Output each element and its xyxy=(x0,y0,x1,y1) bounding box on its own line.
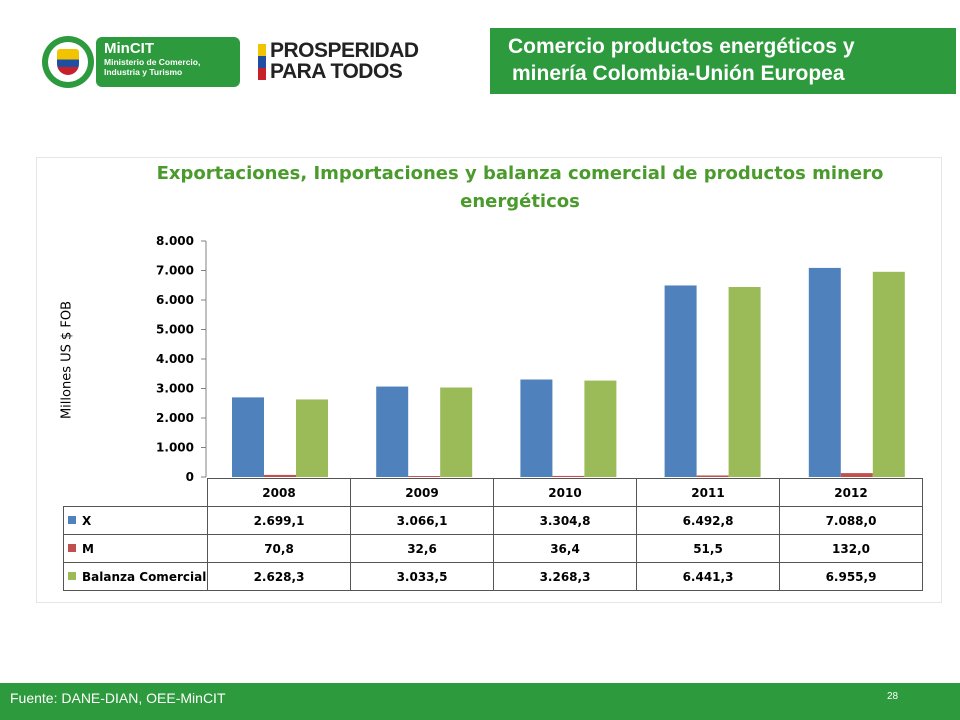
bar-m-2011 xyxy=(696,475,729,477)
table-header-2008: 2008 xyxy=(207,478,351,507)
bar-x-2012 xyxy=(808,267,841,477)
table-header-row: 2008 2009 2010 2011 2012 xyxy=(63,478,923,507)
legend-swatch-x xyxy=(68,515,76,524)
bar-x-2009 xyxy=(376,386,409,477)
bar-m-2008 xyxy=(264,474,296,477)
bar-x-2011 xyxy=(664,285,697,477)
bar-balanza-2008 xyxy=(296,399,328,477)
slide-title: Comercio productos energéticos y minería… xyxy=(490,28,956,94)
m-value-2009: 32,6 xyxy=(350,534,494,563)
bar-m-2009 xyxy=(408,476,441,477)
table-row-m: M 70,8 32,6 36,4 51,5 132,0 xyxy=(63,534,923,563)
balanza-value-2009: 3.033,5 xyxy=(350,562,494,591)
y-tick-label: 4.000 xyxy=(156,352,194,366)
bar-x-2010 xyxy=(520,379,553,477)
chart-title: Exportaciones, Importaciones y balanza c… xyxy=(120,160,920,216)
data-table: 2008 2009 2010 2011 2012 X 2.699,1 3.066… xyxy=(63,478,923,591)
mincit-logo: MinCIT Ministerio de Comercio, Industria… xyxy=(96,37,240,87)
page-number: 28 xyxy=(887,691,899,702)
x-value-2010: 3.304,8 xyxy=(493,506,637,535)
m-value-2011: 51,5 xyxy=(636,534,780,563)
bar-m-2010 xyxy=(552,475,585,477)
chart-title-line1: Exportaciones, Importaciones y balanza c… xyxy=(156,163,884,184)
colombia-seal-logo xyxy=(42,36,94,88)
x-value-2009: 3.066,1 xyxy=(350,506,494,535)
x-value-2011: 6.492,8 xyxy=(636,506,780,535)
y-tick-label: 1.000 xyxy=(156,441,194,455)
balanza-value-2010: 3.268,3 xyxy=(493,562,637,591)
y-tick-label: 0 xyxy=(186,470,194,484)
table-corner xyxy=(63,478,208,507)
mincit-title: MinCIT xyxy=(104,40,154,57)
y-tick-label: 5.000 xyxy=(156,323,194,337)
prosperidad-line2: PARA TODOS xyxy=(270,60,403,83)
mincit-subtitle-line2: Industria y Turismo xyxy=(104,67,183,77)
mincit-subtitle-line1: Ministerio de Comercio, xyxy=(104,57,201,67)
table-header-2012: 2012 xyxy=(779,478,923,507)
table-row-x: X 2.699,1 3.066,1 3.304,8 6.492,8 7.088,… xyxy=(63,506,923,535)
legend-label-x: X xyxy=(82,513,92,528)
y-tick-label: 2.000 xyxy=(156,411,194,425)
table-header-2010: 2010 xyxy=(493,478,637,507)
x-value-2008: 2.699,1 xyxy=(207,506,351,535)
bar-balanza-2012 xyxy=(872,271,905,477)
slide-title-line2: minería Colombia-Unión Europea xyxy=(512,62,845,85)
colombia-flag-bar xyxy=(258,44,266,80)
y-tick-label: 3.000 xyxy=(156,382,194,396)
balanza-value-2012: 6.955,9 xyxy=(779,562,923,591)
legend-m: M xyxy=(63,534,208,563)
bar-balanza-2011 xyxy=(728,286,761,477)
y-tick-label: 8.000 xyxy=(156,234,194,248)
legend-swatch-balanza xyxy=(68,571,76,580)
source-note: Fuente: DANE-DIAN, OEE-MinCIT xyxy=(10,690,226,706)
slide-title-line1: Comercio productos energéticos y xyxy=(508,35,855,58)
balanza-value-2008: 2.628,3 xyxy=(207,562,351,591)
m-value-2010: 36,4 xyxy=(493,534,637,563)
footer-bar xyxy=(0,683,960,720)
bar-balanza-2009 xyxy=(440,387,473,477)
bar-x-2008 xyxy=(232,397,264,477)
table-row-balanza: Balanza Comercial 2.628,3 3.033,5 3.268,… xyxy=(63,562,923,591)
legend-balanza: Balanza Comercial xyxy=(63,562,208,591)
bar-m-2012 xyxy=(840,473,873,477)
legend-label-m: M xyxy=(82,541,94,556)
prosperidad-line1: PROSPERIDAD xyxy=(270,39,419,62)
m-value-2008: 70,8 xyxy=(207,534,351,563)
legend-x: X xyxy=(63,506,208,535)
y-tick-label: 6.000 xyxy=(156,293,194,307)
balanza-value-2011: 6.441,3 xyxy=(636,562,780,591)
table-header-2009: 2009 xyxy=(350,478,494,507)
prosperidad-logo: PROSPERIDAD PARA TODOS xyxy=(270,40,419,82)
chart-title-line2: energéticos xyxy=(460,191,580,212)
y-tick-label: 7.000 xyxy=(156,264,194,278)
legend-label-balanza: Balanza Comercial xyxy=(82,569,207,584)
legend-swatch-m xyxy=(68,543,76,552)
bar-balanza-2010 xyxy=(584,380,617,477)
x-value-2012: 7.088,0 xyxy=(779,506,923,535)
m-value-2012: 132,0 xyxy=(779,534,923,563)
table-header-2011: 2011 xyxy=(636,478,780,507)
